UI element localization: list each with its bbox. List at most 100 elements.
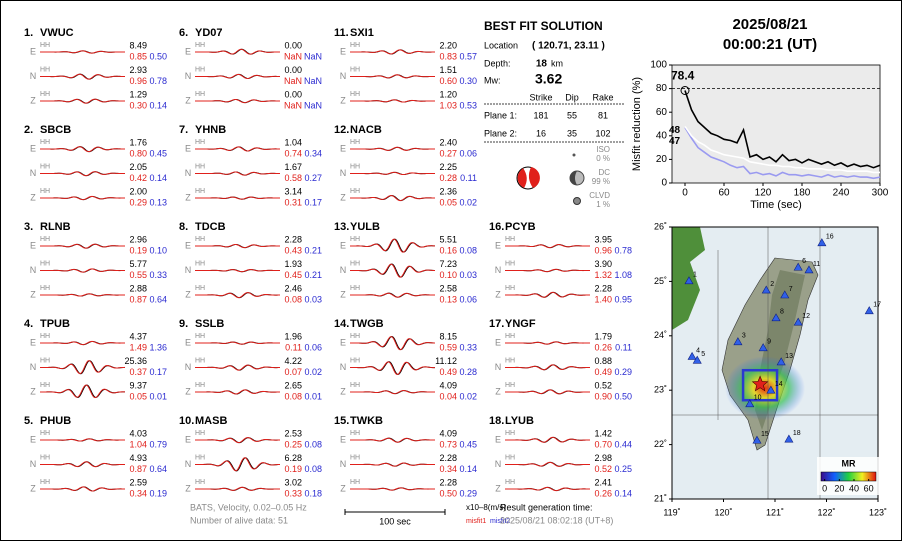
component-value: 0 % xyxy=(596,154,610,163)
misfit1: 0.70 xyxy=(594,439,612,449)
waveform-synthetic xyxy=(40,340,126,346)
misfit1: 0.34 xyxy=(129,488,147,498)
misfit1: 0.87 xyxy=(129,464,147,474)
component: N xyxy=(340,362,347,372)
component: N xyxy=(185,265,192,275)
component: N xyxy=(30,459,37,469)
station-label: 15 xyxy=(761,431,769,438)
amplitude: 8.15 xyxy=(439,331,457,341)
amplitude: 2.05 xyxy=(129,162,147,172)
station-label: 14 xyxy=(775,381,783,388)
component: N xyxy=(185,168,192,178)
station-label: 3 xyxy=(742,333,746,340)
misfit1: 0.87 xyxy=(129,294,147,304)
plane-value: 16 xyxy=(536,128,546,138)
waveform-synthetic xyxy=(195,73,281,80)
waveform-synthetic xyxy=(505,364,590,371)
waveform-synthetic xyxy=(505,268,590,273)
dc-ball-fill xyxy=(570,171,577,185)
station-marker xyxy=(771,313,781,322)
component: Z xyxy=(495,483,501,493)
misfit1: 0.19 xyxy=(284,464,302,474)
channel: HH xyxy=(350,91,360,98)
channel: HH xyxy=(350,66,360,73)
station-marker xyxy=(692,355,702,364)
y-tick-label: 60 xyxy=(656,107,668,118)
misfit1: 0.29 xyxy=(129,197,147,207)
waveform-synthetic xyxy=(350,74,435,79)
value-label: 78.4 xyxy=(671,69,695,83)
plane-value: 102 xyxy=(595,128,610,138)
map-x-tick-label: 122˚ xyxy=(817,507,835,517)
magnitude: 3.62 xyxy=(535,71,562,87)
component: E xyxy=(30,240,36,250)
misfit-line xyxy=(684,125,880,174)
map-y-tick-label: 25˚ xyxy=(654,276,667,286)
station-name: MASB xyxy=(195,415,227,427)
misfit2: 0.28 xyxy=(459,367,477,377)
station-number: 3. xyxy=(24,221,33,233)
amplitude: 7.23 xyxy=(439,259,457,269)
amplitude: 4.09 xyxy=(439,428,457,438)
misfit1: 0.96 xyxy=(594,245,612,255)
waveform-synthetic xyxy=(350,171,436,176)
component-label: CLVD xyxy=(589,191,610,200)
amplitude: 5.51 xyxy=(439,234,457,244)
waveform-synthetic xyxy=(40,98,126,104)
channel: HH xyxy=(40,430,50,437)
component: N xyxy=(185,71,192,81)
misfit1: 0.11 xyxy=(285,342,302,352)
amplitude: 4.37 xyxy=(129,331,147,341)
misfit1: 0.96 xyxy=(129,76,147,86)
misfit2: 0.08 xyxy=(304,464,322,474)
misfit-line xyxy=(684,90,881,169)
component: Z xyxy=(185,483,191,493)
component: E xyxy=(185,143,191,153)
channel: HH xyxy=(505,430,515,437)
channel: HH xyxy=(40,357,50,364)
amplitude: 11.12 xyxy=(435,356,457,366)
epicenter xyxy=(751,375,769,392)
plot-area xyxy=(671,64,881,184)
misfit2: 0.95 xyxy=(614,294,632,304)
component: N xyxy=(30,362,37,372)
misfit2: 0.78 xyxy=(149,76,167,86)
misfit2: 0.30 xyxy=(459,76,477,86)
misfit2: 1.08 xyxy=(614,270,632,280)
location: ( 120.71, 23.11 ) xyxy=(532,41,605,52)
misfit1: 0.52 xyxy=(594,464,612,474)
channel: HH xyxy=(40,333,50,340)
misfit2: 0.50 xyxy=(614,391,632,401)
misfit1: 1.40 xyxy=(594,294,612,304)
misfit2: 0.45 xyxy=(459,439,477,449)
colorbar-tick-label: 60 xyxy=(864,483,874,493)
amplitude: 1.67 xyxy=(284,162,302,172)
waveform-synthetic xyxy=(40,195,126,201)
waveform-synthetic xyxy=(350,99,436,103)
amplitude: 3.14 xyxy=(284,186,302,196)
station-marker xyxy=(745,399,755,408)
component: E xyxy=(495,240,501,250)
misfit2: 0.29 xyxy=(459,488,477,498)
colorbar-tick-label: 20 xyxy=(834,483,844,493)
amplitude: 1.04 xyxy=(284,137,302,147)
misfit1: 1.04 xyxy=(129,439,147,449)
amplitude: 2.28 xyxy=(439,477,457,487)
map-x-tick-label: 121˚ xyxy=(766,507,784,517)
waveform-synthetic xyxy=(40,293,125,297)
channel: HH xyxy=(40,139,50,146)
misfit1: 0.90 xyxy=(594,391,612,401)
misfit2: 0.29 xyxy=(614,367,632,377)
map-x-tick-label: 120˚ xyxy=(714,507,732,517)
amplitude: 6.28 xyxy=(284,453,302,463)
channel: HH xyxy=(40,91,50,98)
colorbar-title: MR xyxy=(842,458,856,468)
station-marker xyxy=(817,238,827,247)
amplitude: 1.79 xyxy=(594,331,612,341)
misfit2: 0.03 xyxy=(459,270,477,280)
component: N xyxy=(340,265,347,275)
station-number: 7. xyxy=(179,124,188,136)
station-label: 7 xyxy=(789,286,793,293)
misfit2: 0.14 xyxy=(614,488,632,498)
station-number: 2. xyxy=(24,124,33,136)
